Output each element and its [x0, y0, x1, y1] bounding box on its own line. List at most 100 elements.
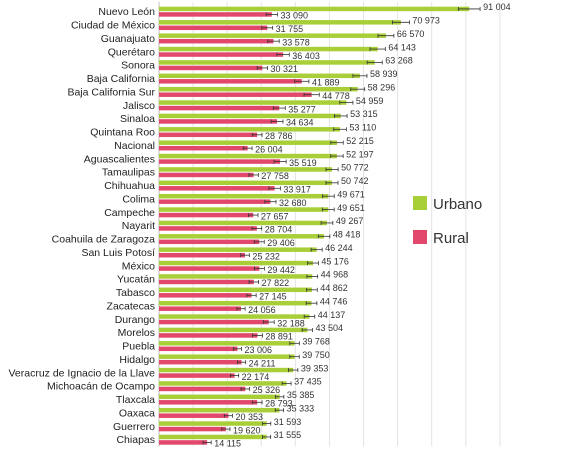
category-label: Durango	[115, 314, 155, 326]
value-label-rural: 31 755	[276, 24, 304, 34]
category-label: Hidalgo	[119, 354, 155, 366]
value-label-rural: 26 004	[255, 144, 283, 154]
bar-urbano	[159, 407, 280, 413]
value-label-rural: 14 115	[214, 439, 241, 449]
value-label-rural: 27 822	[262, 278, 290, 288]
value-label-urbano: 70 973	[412, 16, 440, 26]
bar-urbano	[159, 274, 313, 279]
bar-urbano	[159, 314, 310, 319]
error-bar-urbano	[322, 194, 335, 199]
bar-rural	[159, 266, 260, 271]
category-label: Nayarit	[122, 220, 155, 232]
bar-urbano	[159, 220, 327, 226]
legend-label-rural: Rural	[433, 230, 469, 247]
bar-rural	[159, 38, 274, 44]
error-bar-rural	[261, 25, 274, 30]
value-label-urbano: 53 315	[350, 109, 378, 119]
value-label-rural: 24 056	[248, 305, 276, 315]
bar-rural	[159, 373, 235, 378]
value-label-rural: 28 793	[265, 399, 293, 409]
legend-label-urbano: Urbano	[433, 196, 482, 213]
category-labels: Nuevo León Ciudad de MéxicoGuanajuatoQuer…	[8, 6, 155, 446]
legend: Urbano Rural	[413, 196, 482, 247]
category-label: Quintana Roo	[90, 127, 155, 139]
bar-rural	[159, 92, 312, 97]
error-bar-urbano	[274, 408, 285, 413]
error-bar-rural	[256, 65, 268, 70]
error-bar-urbano	[333, 127, 347, 132]
bar-rural	[159, 12, 272, 17]
error-bar-rural	[253, 266, 265, 271]
bar-urbano	[159, 247, 317, 252]
value-label-rural: 30 321	[271, 64, 299, 74]
value-label-urbano: 37 435	[294, 377, 322, 387]
error-bar-urbano	[303, 314, 316, 319]
bar-urbano	[159, 287, 312, 293]
value-label-rural: 25 326	[253, 385, 281, 395]
value-label-rural: 29 442	[267, 265, 295, 275]
error-bar-urbano	[350, 87, 366, 92]
bar-rural	[159, 413, 229, 418]
value-label-rural: 32 680	[279, 198, 307, 208]
value-label-urbano: 49 671	[337, 189, 365, 199]
bar-rural	[159, 386, 246, 392]
error-bar-rural	[248, 172, 259, 177]
bar-rural	[159, 226, 257, 231]
value-label-rural: 29 406	[267, 238, 295, 248]
error-bar-rural	[246, 293, 257, 298]
bar-rural	[159, 186, 275, 191]
category-label: México	[122, 260, 155, 272]
bar-rural	[159, 199, 271, 204]
value-labels: 91 004 33 090 70 973 31 755 66 570 33 578 64 1…	[214, 2, 510, 449]
error-bar-urbano	[339, 100, 354, 105]
value-label-rural: 36 403	[292, 51, 320, 61]
bar-urbano	[159, 300, 312, 306]
error-bar-rural	[202, 440, 212, 445]
error-bar-urbano	[320, 220, 334, 225]
error-bar-urbano	[352, 73, 368, 78]
error-bar-urbano	[281, 381, 292, 386]
value-label-urbano: 35 385	[287, 390, 315, 400]
error-bar-urbano	[369, 47, 386, 52]
value-label-urbano: 35 333	[287, 403, 315, 413]
category-label: Yucatán	[117, 274, 155, 286]
value-label-urbano: 44 862	[320, 283, 348, 293]
bar-urbano	[159, 193, 329, 199]
value-label-rural: 27 758	[261, 171, 289, 181]
bar-urbano	[159, 421, 267, 426]
value-label-urbano: 46 244	[325, 243, 353, 253]
value-label-urbano: 66 570	[397, 29, 425, 39]
bar-urbano	[159, 140, 338, 145]
bar-urbano	[159, 113, 341, 119]
value-label-urbano: 43 504	[315, 323, 343, 333]
value-label-urbano: 45 176	[321, 256, 349, 266]
value-label-rural: 25 232	[252, 251, 280, 261]
error-bar-urbano	[306, 274, 319, 279]
value-label-rural: 27 145	[259, 292, 287, 302]
error-bar-urbano	[330, 140, 344, 145]
legend-item-rural: Rural	[413, 230, 469, 247]
bar-urbano	[159, 86, 358, 92]
bar-urbano	[159, 127, 341, 132]
category-label: Nacional	[114, 140, 155, 152]
value-label-urbano: 58 939	[370, 69, 398, 79]
value-label-rural: 24 211	[249, 358, 276, 368]
value-label-rural: 33 578	[282, 37, 310, 47]
error-bar-rural	[303, 92, 320, 97]
error-bar-urbano	[321, 207, 335, 212]
value-label-rural: 28 704	[265, 225, 293, 235]
value-label-urbano: 52 215	[346, 136, 374, 146]
bar-rural	[159, 333, 258, 338]
error-bar-rural	[294, 79, 310, 84]
bar-urbano	[159, 167, 333, 172]
error-bar-rural	[251, 132, 263, 137]
value-label-urbano: 39 353	[301, 363, 329, 373]
error-bar-urbano	[330, 154, 344, 159]
bar-rural	[159, 132, 258, 138]
category-label: Coahuila de Zaragoza	[52, 234, 155, 246]
value-label-rural: 35 277	[288, 104, 316, 114]
category-label: Chiapas	[116, 434, 155, 446]
bar-rural	[159, 400, 258, 405]
bar-urbano	[159, 394, 280, 400]
category-label: Veracruz de Ignacio de la Llave	[8, 367, 155, 379]
